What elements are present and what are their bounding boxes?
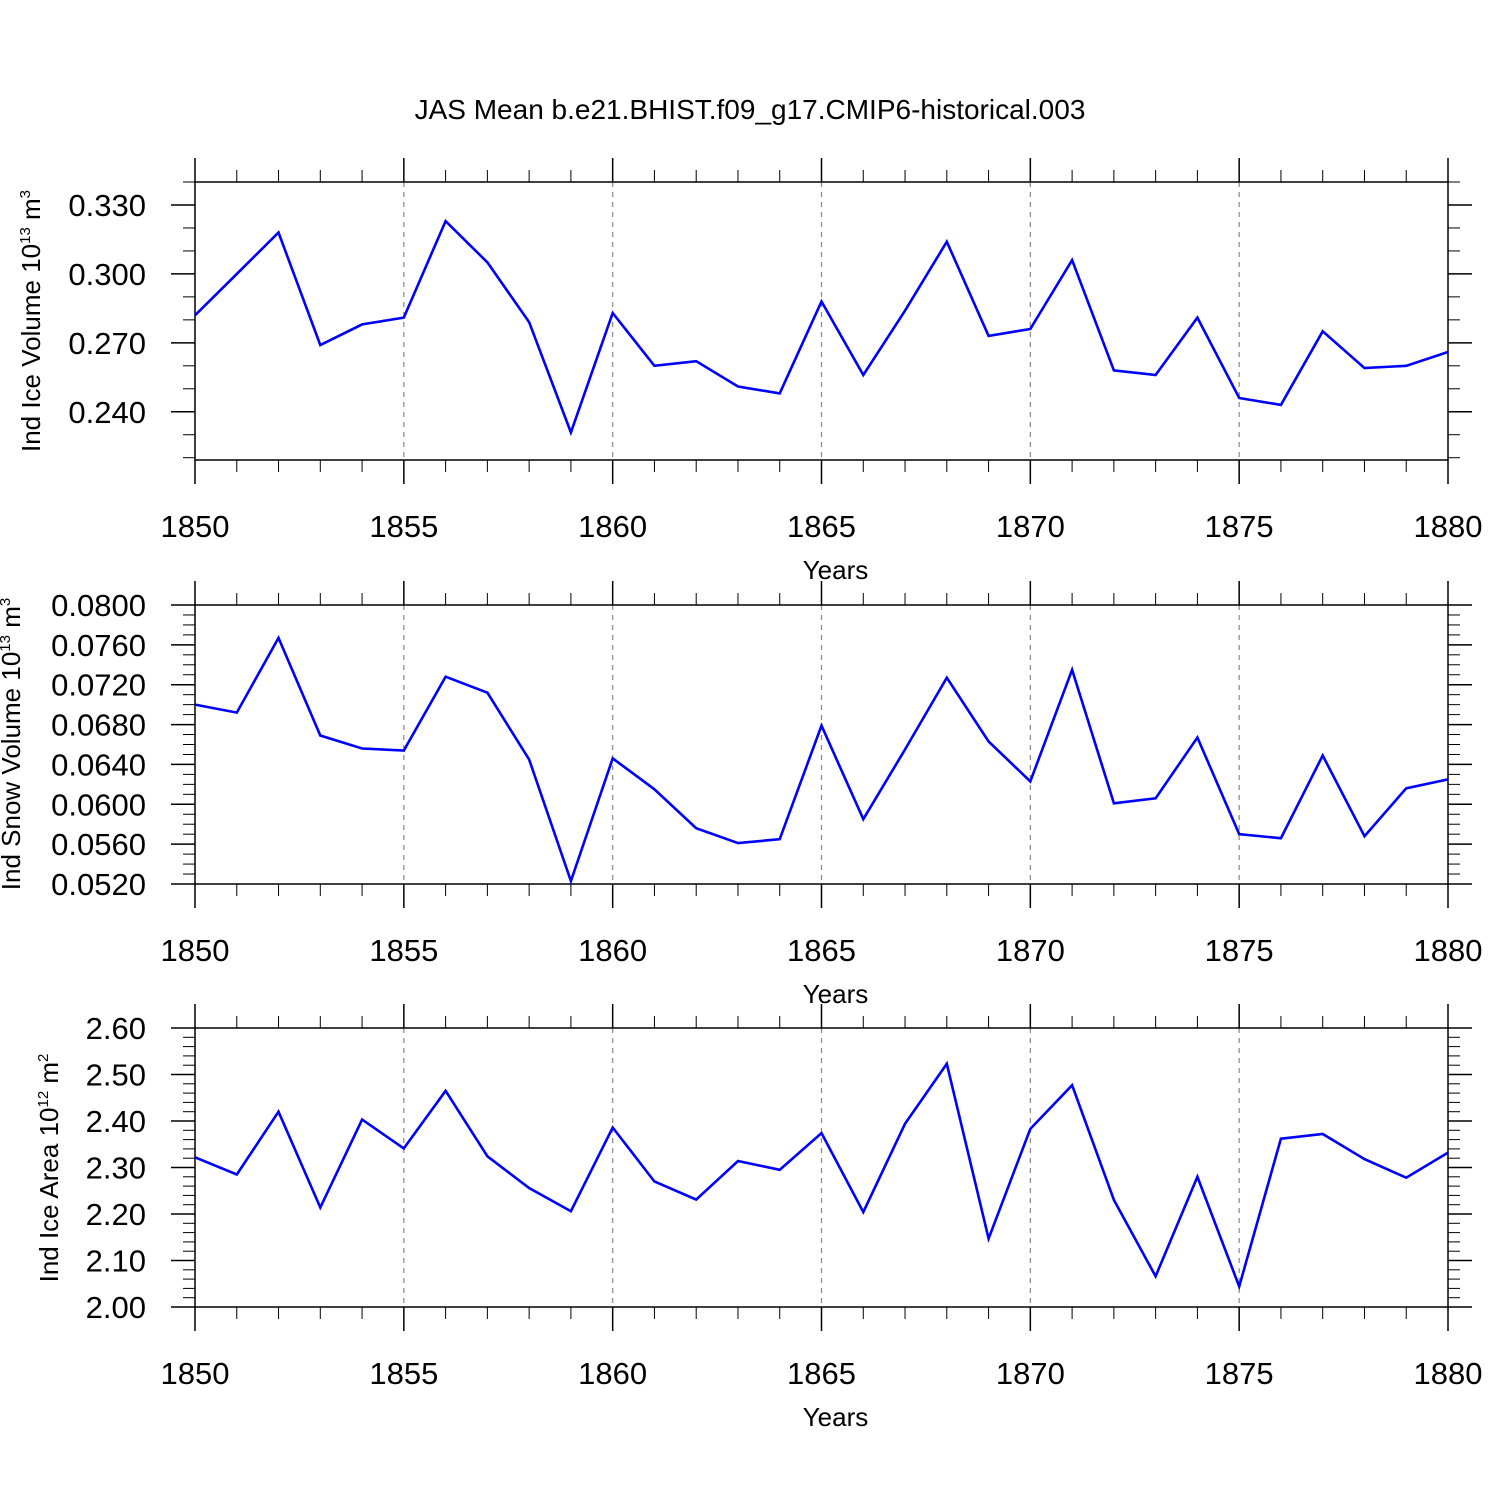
y-tick-label: 0.270 bbox=[68, 326, 146, 361]
x-tick-label: 1850 bbox=[161, 933, 230, 968]
y-axis-label-unit: m bbox=[34, 1062, 64, 1091]
panel-ice-area: 1850 1855 1860 1865 1870 1875 1880 2.00 2.10 2.20… bbox=[34, 1004, 1482, 1432]
series-line bbox=[194, 1060, 1449, 1291]
series-line bbox=[194, 218, 1449, 437]
x-tick-label: 1855 bbox=[369, 933, 438, 968]
x-tick-label: 1865 bbox=[787, 509, 856, 544]
y-axis-label-unit-exponent: 3 bbox=[17, 190, 34, 198]
x-tick-label: 1860 bbox=[578, 1356, 647, 1391]
x-tick-label: 1870 bbox=[996, 933, 1065, 968]
x-tick-label: 1855 bbox=[369, 1356, 438, 1391]
x-tick-label: 1870 bbox=[996, 509, 1065, 544]
y-tick-label: 0.0720 bbox=[51, 668, 146, 703]
y-tick-label: 2.20 bbox=[86, 1197, 146, 1232]
y-axis-label-text: Ind Ice Area 10 bbox=[34, 1108, 64, 1283]
chart-title: JAS Mean b.e21.BHIST.f09_g17.CMIP6-histo… bbox=[415, 94, 1086, 125]
y-tick-label: 0.0680 bbox=[51, 708, 146, 743]
y-axis-label-exponent: 12 bbox=[35, 1091, 52, 1108]
panel-ice-volume: 1850 1855 1860 1865 1870 1875 1880 0.240 0.270 0.… bbox=[16, 158, 1482, 585]
y-tick-label: 2.10 bbox=[86, 1244, 146, 1279]
y-axis-label-text: Ind Ice Volume 10 bbox=[16, 244, 46, 452]
x-tick-label: 1855 bbox=[369, 509, 438, 544]
y-axis-label: Ind Ice Volume 1013 m3 bbox=[16, 190, 46, 452]
y-axis-label-text: Ind Snow Volume 10 bbox=[0, 652, 26, 891]
y-axis-label-unit: m bbox=[0, 606, 26, 635]
x-tick-label: 1875 bbox=[1205, 933, 1274, 968]
y-tick-label: 2.00 bbox=[86, 1290, 146, 1325]
y-tick-label: 0.0800 bbox=[51, 588, 146, 623]
y-tick-label: 2.30 bbox=[86, 1151, 146, 1186]
y-tick-label: 0.240 bbox=[68, 395, 146, 430]
x-tick-label: 1870 bbox=[996, 1356, 1065, 1391]
panel-snow-volume: 1850 1855 1860 1865 1870 1875 1880 0.0520 0.0560… bbox=[0, 581, 1482, 1009]
y-tick-label: 0.300 bbox=[68, 257, 146, 292]
x-tick-label: 1865 bbox=[787, 1356, 856, 1391]
x-tick-label: 1880 bbox=[1414, 509, 1483, 544]
x-axis-label: Years bbox=[803, 555, 869, 585]
y-tick-label: 2.60 bbox=[86, 1011, 146, 1046]
x-tick-label: 1880 bbox=[1414, 933, 1483, 968]
x-tick-label: 1875 bbox=[1205, 509, 1274, 544]
y-axis-label-unit-exponent: 2 bbox=[35, 1054, 52, 1062]
y-tick-label: 2.40 bbox=[86, 1104, 146, 1139]
y-tick-label: 2.50 bbox=[86, 1058, 146, 1093]
x-tick-label: 1880 bbox=[1414, 1356, 1483, 1391]
y-axis-label: Ind Snow Volume 1013 m3 bbox=[0, 598, 26, 890]
x-tick-label: 1865 bbox=[787, 933, 856, 968]
x-tick-label: 1860 bbox=[578, 933, 647, 968]
y-tick-label: 0.0760 bbox=[51, 628, 146, 663]
y-tick-label: 0.0560 bbox=[51, 827, 146, 862]
series-line bbox=[194, 634, 1449, 886]
x-axis-label: Years bbox=[803, 979, 869, 1009]
x-axis-label: Years bbox=[803, 1402, 869, 1432]
x-tick-label: 1850 bbox=[161, 509, 230, 544]
y-tick-label: 0.0640 bbox=[51, 747, 146, 782]
y-axis-label: Ind Ice Area 1012 m2 bbox=[34, 1054, 64, 1283]
y-tick-label: 0.330 bbox=[68, 188, 146, 223]
y-tick-label: 0.0520 bbox=[51, 867, 146, 902]
y-tick-label: 0.0600 bbox=[51, 787, 146, 822]
y-axis-label-unit: m bbox=[16, 198, 46, 227]
x-tick-label: 1875 bbox=[1205, 1356, 1274, 1391]
y-axis-label-exponent: 13 bbox=[0, 635, 14, 652]
y-axis-label-exponent: 13 bbox=[17, 227, 34, 244]
y-axis-label-unit-exponent: 3 bbox=[0, 598, 14, 606]
x-tick-label: 1860 bbox=[578, 509, 647, 544]
x-tick-label: 1850 bbox=[161, 1356, 230, 1391]
